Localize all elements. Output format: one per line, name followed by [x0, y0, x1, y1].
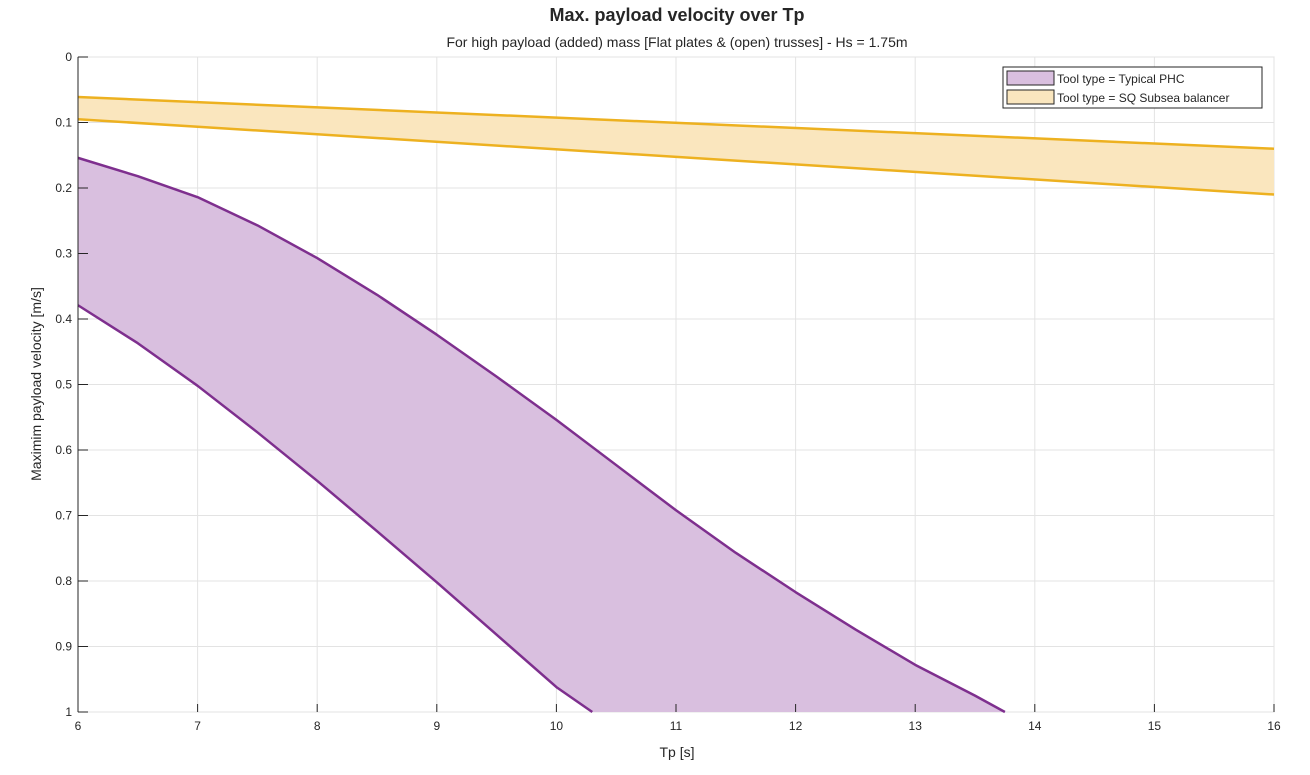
x-tick-label: 10 [550, 719, 564, 733]
y-tick-label: 0.4 [55, 312, 72, 326]
x-tick-label: 9 [433, 719, 440, 733]
legend-swatch-typical-phc [1006, 70, 1055, 86]
area-sq-subsea-balancer [78, 96, 1274, 195]
y-axis-label: Maximim payload velocity [m/s] [28, 287, 44, 481]
line-lower-sq-subsea-balancer [77, 117, 1275, 196]
x-tick-label: 6 [75, 719, 82, 733]
y-tick-label: 0.7 [55, 509, 72, 523]
legend-label-sq-subsea-balancer: Tool type = SQ Subsea balancer [1057, 91, 1229, 105]
x-tick-label: 14 [1028, 719, 1042, 733]
chart-title: Max. payload velocity over Tp [549, 5, 804, 25]
x-tick-label: 11 [670, 719, 683, 733]
chart-subtitle: For high payload (added) mass [Flat plat… [446, 34, 907, 50]
legend-swatch-sq-subsea-balancer [1006, 89, 1055, 105]
x-tick-label: 16 [1267, 719, 1281, 733]
y-tick-label: 0.2 [55, 181, 72, 195]
axes: 6 7 8 9 10 11 12 13 14 15 16 0 0.1 0.2 0.3 0.4 0.5 0.6 0.7… [55, 50, 1281, 733]
line-upper-sq-subsea-balancer [77, 95, 1275, 150]
y-tick-label: 0.9 [55, 640, 72, 654]
line-lower-typical-phc [77, 304, 593, 714]
legend: Tool type = Typical PHC Tool type = SQ S… [1002, 66, 1263, 109]
x-tick-label: 12 [789, 719, 803, 733]
x-tick-label: 8 [314, 719, 321, 733]
x-tick-label: 15 [1148, 719, 1162, 733]
y-tick-label: 0.3 [55, 247, 72, 261]
x-tick-label: 13 [909, 719, 923, 733]
y-tick-label: 0.5 [55, 378, 72, 392]
area-typical-phc [78, 157, 1005, 712]
y-tick-label: 0.1 [55, 116, 72, 130]
legend-label-typical-phc: Tool type = Typical PHC [1057, 72, 1185, 86]
y-tick-label: 0.6 [55, 443, 72, 457]
y-tick-label: 0.8 [55, 574, 72, 588]
y-tick-label: 0 [65, 50, 72, 64]
x-tick-label: 7 [194, 719, 201, 733]
x-axis-label: Tp [s] [659, 744, 694, 760]
plot-areas [77, 95, 1275, 714]
y-tick-label: 1 [65, 705, 72, 719]
line-upper-typical-phc [77, 156, 1006, 714]
